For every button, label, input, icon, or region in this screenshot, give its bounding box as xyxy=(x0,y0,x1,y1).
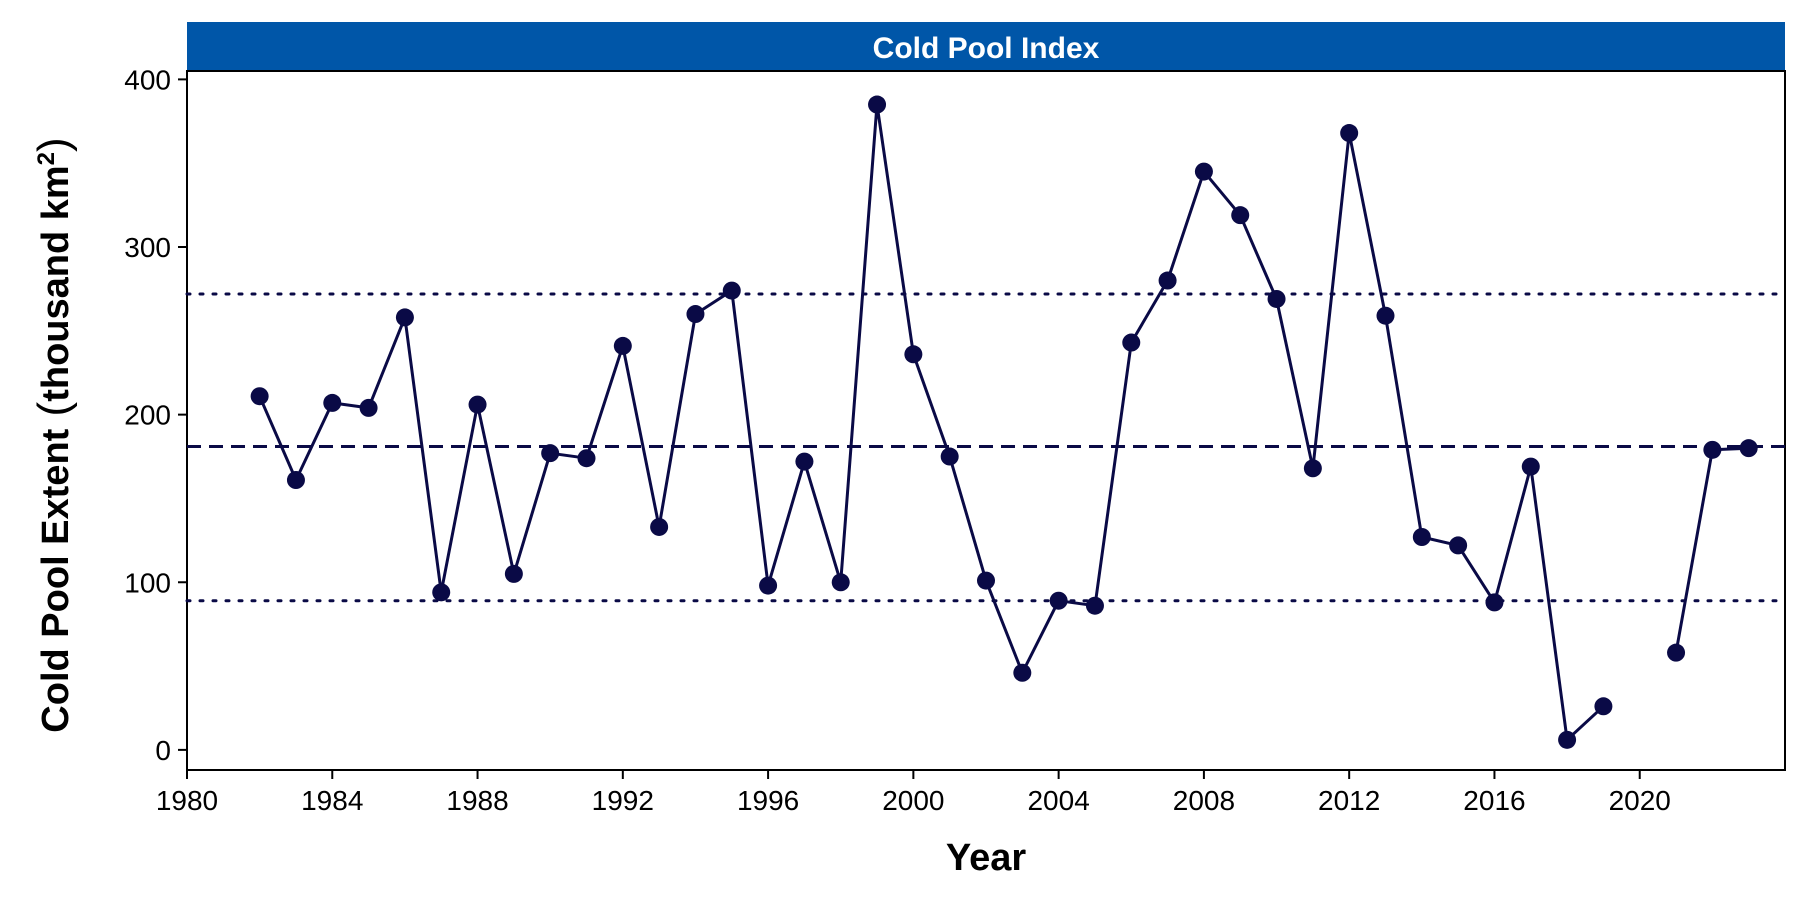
series-line-segment-1 xyxy=(258,103,1605,742)
data-point-2002 xyxy=(977,571,995,590)
data-point-2021 xyxy=(1667,643,1686,662)
y-axis-title: Cold Pool Extent (thousand km2) xyxy=(29,137,78,732)
data-point-2001 xyxy=(940,447,959,466)
y-axis-title-units: thousand km xyxy=(35,165,77,401)
y-tick-label-100: 100 xyxy=(124,567,171,598)
plot-panel-border xyxy=(186,70,1786,771)
x-tick-label-1984: 1984 xyxy=(301,785,363,816)
data-point-2000 xyxy=(904,345,923,364)
x-tick-label-2008: 2008 xyxy=(1173,785,1235,816)
x-tick-label-1992: 1992 xyxy=(592,785,654,816)
data-point-2015 xyxy=(1449,536,1468,555)
data-point-2009 xyxy=(1231,206,1250,225)
data-point-2023 xyxy=(1739,439,1758,458)
data-point-1987 xyxy=(432,583,451,602)
data-point-2013 xyxy=(1376,306,1395,325)
x-tick-label-2020: 2020 xyxy=(1609,785,1671,816)
series-line-segment-2 xyxy=(1674,446,1749,653)
data-point-1999 xyxy=(868,95,887,114)
data-point-2010 xyxy=(1267,289,1286,308)
x-tick-label-2016: 2016 xyxy=(1463,785,1525,816)
data-point-1985 xyxy=(359,398,378,417)
data-point-2022 xyxy=(1703,440,1722,459)
data-point-2005 xyxy=(1085,596,1104,615)
data-point-1994 xyxy=(686,305,705,324)
y-axis-title-close-paren: ) xyxy=(29,137,78,152)
x-tick-label-2000: 2000 xyxy=(882,785,944,816)
x-tick-label-1996: 1996 xyxy=(737,785,799,816)
data-point-2019 xyxy=(1594,697,1613,716)
chart-title: Cold Pool Index xyxy=(873,32,1100,65)
data-point-1993 xyxy=(650,517,669,536)
data-point-1989 xyxy=(504,564,523,583)
data-point-1990 xyxy=(541,444,560,463)
x-axis-title: Year xyxy=(946,837,1027,879)
data-point-2011 xyxy=(1303,459,1322,478)
data-point-1988 xyxy=(468,395,487,414)
data-point-2017 xyxy=(1521,457,1540,476)
y-tick-label-200: 200 xyxy=(124,400,171,431)
data-point-1996 xyxy=(759,576,778,595)
data-point-1986 xyxy=(395,308,414,327)
data-point-2004 xyxy=(1049,591,1068,610)
data-point-1991 xyxy=(577,449,596,468)
data-point-2007 xyxy=(1158,271,1177,290)
x-tick-label-2004: 2004 xyxy=(1027,785,1089,816)
y-axis-title-open-paren: ( xyxy=(29,401,78,428)
x-tick-label-1980: 1980 xyxy=(156,785,218,816)
data-point-2012 xyxy=(1340,124,1359,143)
data-point-1995 xyxy=(722,281,741,300)
data-point-1984 xyxy=(323,393,342,412)
data-point-2006 xyxy=(1122,333,1141,352)
y-tick-label-300: 300 xyxy=(124,232,171,263)
data-point-2003 xyxy=(1013,663,1032,682)
data-point-1983 xyxy=(286,471,305,490)
data-point-1982 xyxy=(250,387,269,406)
y-axis-title-main: Cold Pool Extent xyxy=(35,428,77,732)
data-point-2008 xyxy=(1194,162,1213,181)
x-tick-label-1988: 1988 xyxy=(446,785,508,816)
data-point-2014 xyxy=(1412,528,1431,546)
data-point-1998 xyxy=(831,573,850,592)
data-point-1997 xyxy=(795,452,814,471)
y-tick-label-0: 0 xyxy=(155,735,171,766)
data-point-2016 xyxy=(1485,593,1504,612)
y-axis-title-superscript: 2 xyxy=(33,152,60,165)
data-point-1992 xyxy=(613,336,632,355)
title-strip xyxy=(187,22,1785,71)
data-point-2018 xyxy=(1558,730,1577,749)
y-tick-label-400: 400 xyxy=(124,64,171,95)
x-tick-label-2012: 2012 xyxy=(1318,785,1380,816)
